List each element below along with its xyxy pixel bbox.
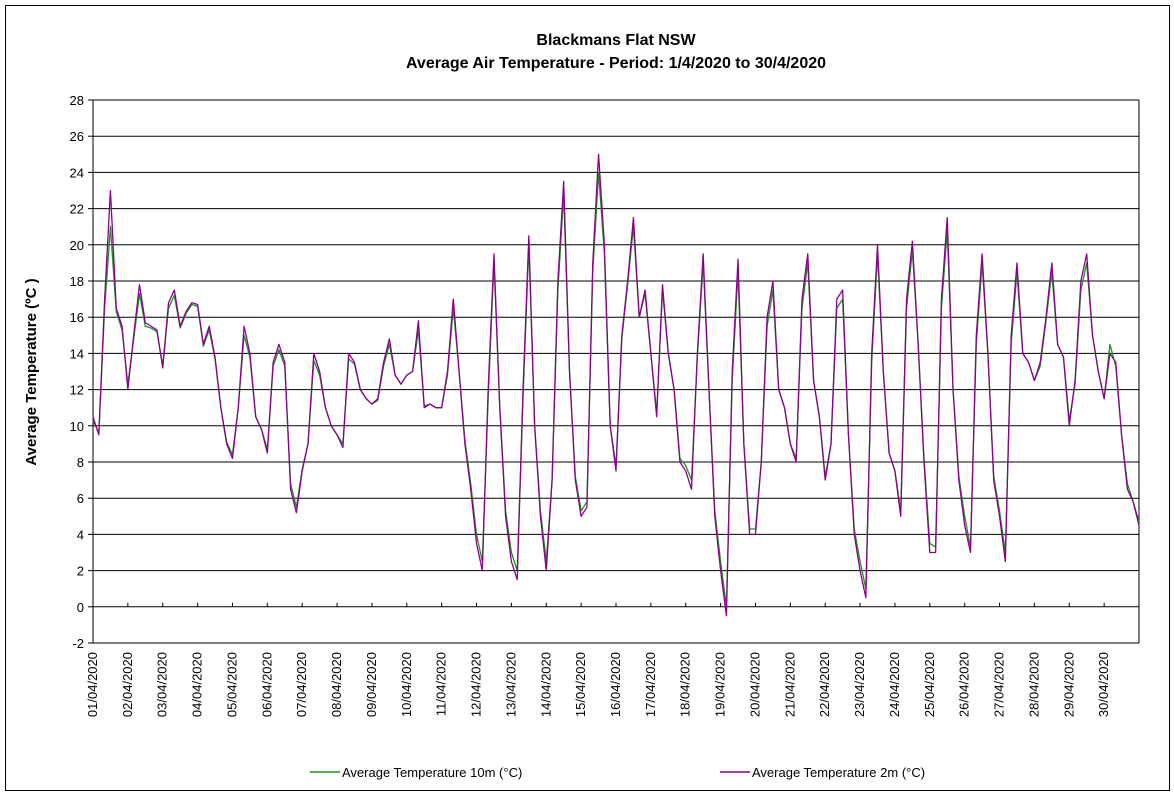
y-tick-label: 20 (70, 238, 84, 253)
x-tick-label: 23/04/2020 (852, 652, 867, 717)
x-tick-label: 27/04/2020 (992, 652, 1007, 717)
x-tick-label: 05/04/2020 (224, 652, 239, 717)
x-tick-label: 11/04/2020 (434, 652, 449, 716)
x-tick-label: 19/04/2020 (713, 652, 728, 717)
x-tick-label: 10/04/2020 (399, 652, 414, 717)
x-tick-label: 14/04/2020 (538, 652, 553, 717)
y-tick-label: 8 (77, 455, 84, 470)
x-tick-label: 01/04/2020 (85, 652, 100, 717)
x-tick-label: 21/04/2020 (782, 652, 797, 717)
y-tick-label: 10 (70, 419, 84, 434)
y-tick-label: 6 (77, 491, 84, 506)
x-tick-label: 07/04/2020 (294, 652, 309, 717)
x-tick-label: 22/04/2020 (817, 652, 832, 717)
y-tick-label: 12 (70, 383, 84, 398)
x-tick-label: 26/04/2020 (957, 652, 972, 717)
legend-label: Average Temperature 10m (°C) (342, 765, 522, 780)
x-tick-label: 20/04/2020 (747, 652, 762, 717)
x-tick-label: 03/04/2020 (155, 652, 170, 717)
x-tick-label: 30/04/2020 (1096, 652, 1111, 717)
chart-title: Blackmans Flat NSW (536, 32, 696, 49)
y-tick-label: 26 (70, 129, 84, 144)
y-tick-label: 22 (70, 202, 84, 217)
x-tick-label: 09/04/2020 (364, 652, 379, 717)
x-tick-label: 18/04/2020 (678, 652, 693, 717)
y-tick-label: 18 (70, 274, 84, 289)
x-tick-label: 15/04/2020 (573, 652, 588, 717)
x-tick-label: 06/04/2020 (259, 652, 274, 717)
x-tick-label: 16/04/2020 (608, 652, 623, 717)
x-tick-label: 08/04/2020 (329, 652, 344, 717)
x-tick-label: 28/04/2020 (1026, 652, 1041, 717)
y-tick-label: 14 (70, 346, 84, 361)
x-tick-label: 04/04/2020 (190, 652, 205, 717)
x-tick-label: 13/04/2020 (503, 652, 518, 717)
x-tick-label: 17/04/2020 (643, 652, 658, 717)
y-tick-label: 16 (70, 310, 84, 325)
y-axis-label: Average Temperature (ºC ) (23, 278, 40, 465)
y-tick-label: 0 (77, 600, 84, 615)
x-tick-label: 25/04/2020 (922, 652, 937, 717)
y-tick-label: 24 (70, 165, 84, 180)
series-line (92, 153, 1140, 617)
y-tick-label: 28 (70, 93, 84, 108)
y-tick-label: -2 (72, 636, 84, 651)
chart-subtitle: Average Air Temperature - Period: 1/4/20… (406, 55, 826, 72)
x-tick-label: 24/04/2020 (887, 652, 902, 717)
legend-label: Average Temperature 2m (°C) (752, 765, 925, 780)
x-tick-label: 02/04/2020 (120, 652, 135, 717)
y-tick-label: 2 (77, 564, 84, 579)
y-tick-label: 4 (77, 527, 84, 542)
x-tick-label: 12/04/2020 (469, 652, 484, 717)
x-tick-label: 29/04/2020 (1061, 652, 1076, 717)
